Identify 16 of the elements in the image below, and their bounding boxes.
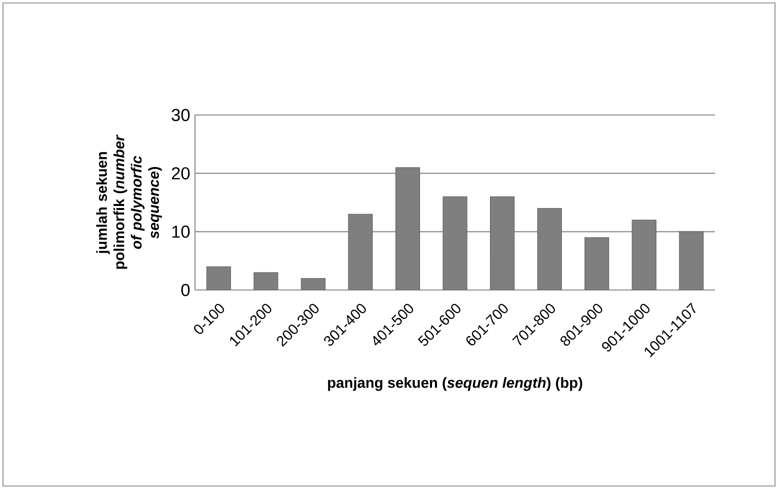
y-tick-label: 0 [181, 284, 190, 296]
bar [301, 278, 326, 290]
bar [679, 231, 704, 290]
y-tick-label: 30 [172, 108, 190, 122]
bar [254, 272, 278, 290]
x-axis-title: panjang sekuen (sequen length) (bp) [328, 377, 582, 391]
y-tick-label: 10 [172, 226, 190, 238]
bar [442, 196, 468, 290]
bar [490, 196, 515, 290]
bar [584, 237, 610, 290]
bar [395, 167, 420, 290]
bar [206, 266, 231, 290]
bar [348, 214, 373, 290]
bar [537, 208, 562, 290]
y-tick-label: 20 [172, 167, 190, 180]
bar [632, 220, 656, 290]
